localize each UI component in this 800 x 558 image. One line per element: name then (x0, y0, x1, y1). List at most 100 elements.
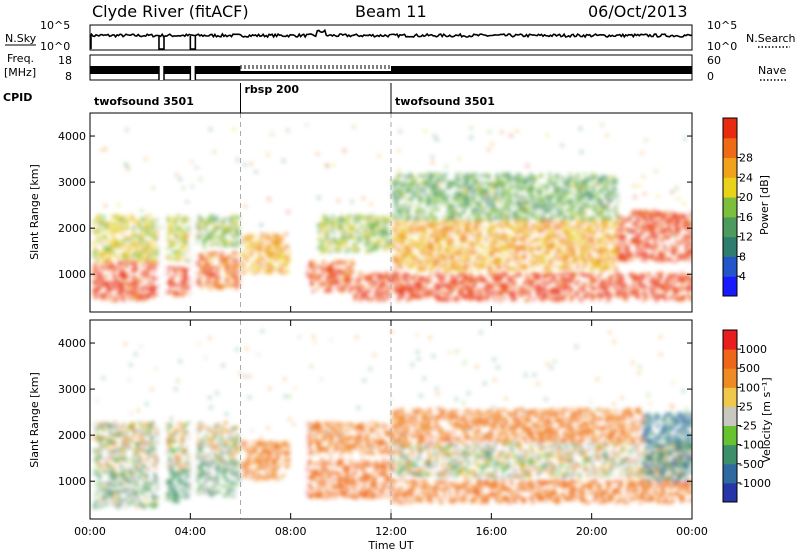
data-cell (453, 281, 456, 283)
data-cell (370, 225, 373, 227)
data-cell (541, 253, 544, 255)
data-cell (376, 233, 379, 235)
data-cell (319, 266, 322, 268)
data-cell (467, 286, 470, 288)
data-cell (478, 215, 481, 217)
data-cell (386, 272, 389, 274)
data-cell (525, 177, 528, 179)
data-cell (174, 223, 177, 225)
data-cell (416, 230, 419, 232)
data-cell (587, 249, 590, 251)
data-cell (575, 239, 578, 241)
data-cell (374, 221, 377, 223)
data-cell (238, 279, 241, 281)
data-cell (668, 222, 671, 224)
data-cell (444, 269, 447, 271)
data-cell (488, 245, 491, 247)
data-cell (440, 262, 443, 264)
data-cell (433, 223, 436, 225)
data-cell (548, 247, 551, 249)
data-cell (459, 216, 462, 218)
data-cell (445, 232, 448, 234)
data-cell (532, 287, 535, 289)
data-cell (558, 236, 561, 238)
data-cell (400, 267, 403, 269)
data-cell (231, 215, 234, 217)
data-cell (327, 230, 330, 232)
data-cell (381, 286, 384, 288)
data-cell (538, 237, 541, 239)
data-cell (348, 266, 351, 268)
data-cell (581, 288, 584, 290)
data-cell (438, 285, 441, 287)
data-cell (683, 296, 686, 298)
data-cell (425, 287, 428, 289)
data-cell (167, 281, 170, 283)
data-cell (633, 241, 636, 243)
data-cell (331, 274, 334, 276)
data-cell (125, 274, 128, 276)
data-cell (384, 226, 387, 228)
data-cell (579, 287, 582, 289)
data-cell (621, 296, 624, 298)
data-cell (513, 288, 516, 290)
data-cell (128, 261, 131, 263)
data-cell (448, 255, 451, 257)
data-cell (326, 216, 329, 218)
data-cell (106, 249, 109, 251)
data-cell (255, 260, 258, 262)
data-cell (531, 232, 534, 234)
data-cell (109, 232, 112, 234)
data-cell (622, 291, 625, 293)
data-cell (604, 293, 607, 295)
data-cell (564, 250, 567, 252)
data-cell (639, 213, 642, 215)
data-cell (223, 218, 226, 220)
data-cell (600, 254, 603, 256)
data-cell (140, 218, 143, 220)
data-cell (570, 297, 573, 299)
data-cell (407, 231, 410, 233)
data-cell (640, 253, 643, 255)
data-cell (410, 249, 413, 251)
data-cell (99, 255, 102, 257)
data-cell (227, 271, 230, 273)
data-cell (474, 196, 477, 198)
data-cell (579, 231, 582, 233)
data-cell (536, 246, 539, 248)
data-cell (178, 240, 181, 242)
data-cell (652, 276, 655, 278)
data-cell (366, 251, 369, 253)
data-cell (515, 246, 518, 248)
data-cell (107, 290, 110, 292)
data-cell (111, 254, 114, 256)
data-cell (113, 281, 116, 283)
data-cell (479, 246, 482, 248)
data-cell (653, 285, 656, 287)
data-cell (232, 233, 235, 235)
data-cell (590, 240, 593, 242)
data-cell (143, 233, 146, 235)
data-cell (347, 281, 350, 283)
data-cell (197, 215, 200, 217)
data-cell (522, 232, 525, 234)
data-cell (599, 269, 602, 271)
data-cell (382, 297, 385, 299)
data-cell (343, 234, 346, 236)
data-cell (572, 238, 575, 240)
data-cell (132, 230, 135, 232)
data-cell (108, 240, 111, 242)
data-cell (565, 267, 568, 269)
data-cell (425, 227, 428, 229)
data-cell (130, 248, 133, 250)
data-cell (122, 239, 125, 241)
data-cell (449, 247, 452, 249)
data-cell (511, 297, 514, 299)
data-cell (516, 225, 519, 227)
data-cell (583, 236, 586, 238)
data-cell (404, 276, 407, 278)
data-cell (121, 254, 124, 256)
data-cell (396, 240, 399, 242)
data-cell (173, 282, 176, 284)
data-cell (250, 255, 253, 257)
